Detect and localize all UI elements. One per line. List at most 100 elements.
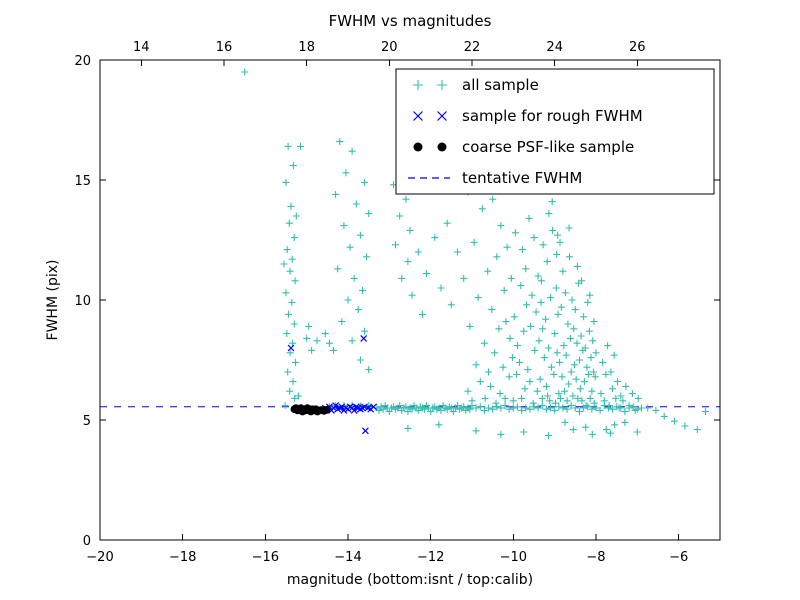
scatter-point: [287, 344, 295, 352]
scatter-point: [464, 387, 472, 395]
scatter-point: [501, 394, 509, 402]
scatter-point: [538, 402, 546, 410]
scatter-point: [545, 344, 552, 352]
scatter-point: [537, 277, 545, 285]
scatter-point: [468, 402, 476, 410]
scatter-point: [398, 274, 406, 282]
scatter-point: [338, 318, 346, 326]
x-tick-label: −10: [500, 550, 527, 565]
scatter-point: [576, 385, 584, 393]
scatter-point: [580, 378, 588, 386]
scatter-point: [413, 111, 423, 121]
scatter-point: [365, 210, 373, 218]
scatter-point: [286, 267, 294, 275]
scatter-point: [571, 404, 579, 412]
scatter-point: [592, 349, 600, 357]
chart-title: FWHM vs magnitudes: [329, 12, 492, 30]
scatter-point: [547, 294, 554, 302]
scatter-point: [485, 368, 492, 376]
scatter-point: [553, 349, 561, 357]
scatter-point: [604, 404, 612, 412]
scatter-point: [418, 310, 426, 318]
scatter-point: [507, 274, 515, 282]
scatter-point: [478, 205, 486, 213]
scatter-point: [557, 303, 565, 311]
scatter-point: [491, 349, 499, 357]
scatter-point: [283, 246, 291, 254]
scatter-point: [580, 404, 588, 412]
scatter-point: [481, 394, 489, 402]
scatter-point: [565, 380, 573, 388]
scatter-point: [413, 80, 423, 90]
scatter-point: [581, 344, 589, 352]
scatter-point: [496, 390, 504, 398]
scatter-point: [542, 382, 550, 390]
scatter-point: [578, 277, 585, 285]
scatter-point: [283, 330, 291, 338]
scatter-point: [489, 195, 497, 203]
scatter-point: [584, 298, 592, 306]
scatter-point: [570, 325, 578, 333]
scatter-point: [693, 426, 701, 434]
scatter-point: [437, 80, 447, 90]
scatter-point: [288, 298, 296, 306]
scatter-point: [356, 231, 364, 239]
scatter-point: [286, 349, 294, 357]
scatter-point: [545, 432, 552, 440]
scatter-point: [560, 342, 568, 350]
scatter-point: [555, 390, 563, 398]
scatter-point: [534, 404, 542, 412]
scatter-point: [404, 408, 412, 416]
scatter-point: [577, 332, 585, 340]
legend: all sample sample for rough FWHM coarse PS…: [395, 68, 715, 195]
scatter-point: [308, 346, 316, 354]
scatter-point: [354, 306, 362, 314]
scatter-point: [402, 195, 410, 203]
scatter-point: [338, 403, 346, 411]
scatter-point: [551, 330, 559, 338]
scatter-point: [621, 408, 629, 416]
scatter-point: [528, 291, 536, 299]
scatter-point: [332, 402, 340, 410]
scatter-point: [370, 403, 378, 411]
scatter-point: [591, 373, 599, 381]
scatter-point: [493, 253, 501, 261]
scatter-point: [590, 368, 597, 376]
scatter-point: [536, 375, 544, 383]
scatter-point: [360, 334, 368, 342]
scatter-point: [522, 404, 530, 412]
scatter-point: [554, 310, 562, 318]
scatter-point: [488, 306, 496, 314]
scatter-point: [585, 327, 593, 335]
scatter-point: [556, 238, 564, 246]
scatter-point: [585, 370, 593, 378]
scatter-point: [588, 405, 596, 413]
scatter-point: [285, 219, 293, 227]
scatter-point: [321, 330, 329, 338]
scatter-point: [294, 392, 302, 400]
scatter-point: [526, 405, 534, 413]
scatter-point: [551, 406, 559, 414]
scatter-point: [518, 246, 526, 254]
scatter-point: [404, 258, 412, 266]
series-x: [287, 334, 378, 435]
scatter-point: [588, 387, 596, 395]
scatter-point: [385, 408, 393, 416]
legend-label: all sample: [462, 76, 539, 94]
scatter-point: [531, 346, 539, 354]
scatter-point: [443, 219, 451, 227]
scatter-point: [561, 418, 569, 426]
x-tick-label: −14: [334, 550, 361, 565]
scatter-point: [509, 404, 517, 412]
scatter-point: [586, 291, 594, 299]
scatter-point: [344, 296, 352, 304]
scatter-point: [556, 358, 564, 366]
scatter-point: [561, 387, 569, 395]
scatter-point: [406, 226, 414, 234]
scatter-point: [287, 202, 295, 210]
scatter-point: [500, 286, 508, 294]
scatter-point: [325, 339, 333, 347]
scatter-point: [408, 405, 416, 413]
scatter-point: [517, 282, 525, 290]
scatter-point: [534, 272, 542, 280]
